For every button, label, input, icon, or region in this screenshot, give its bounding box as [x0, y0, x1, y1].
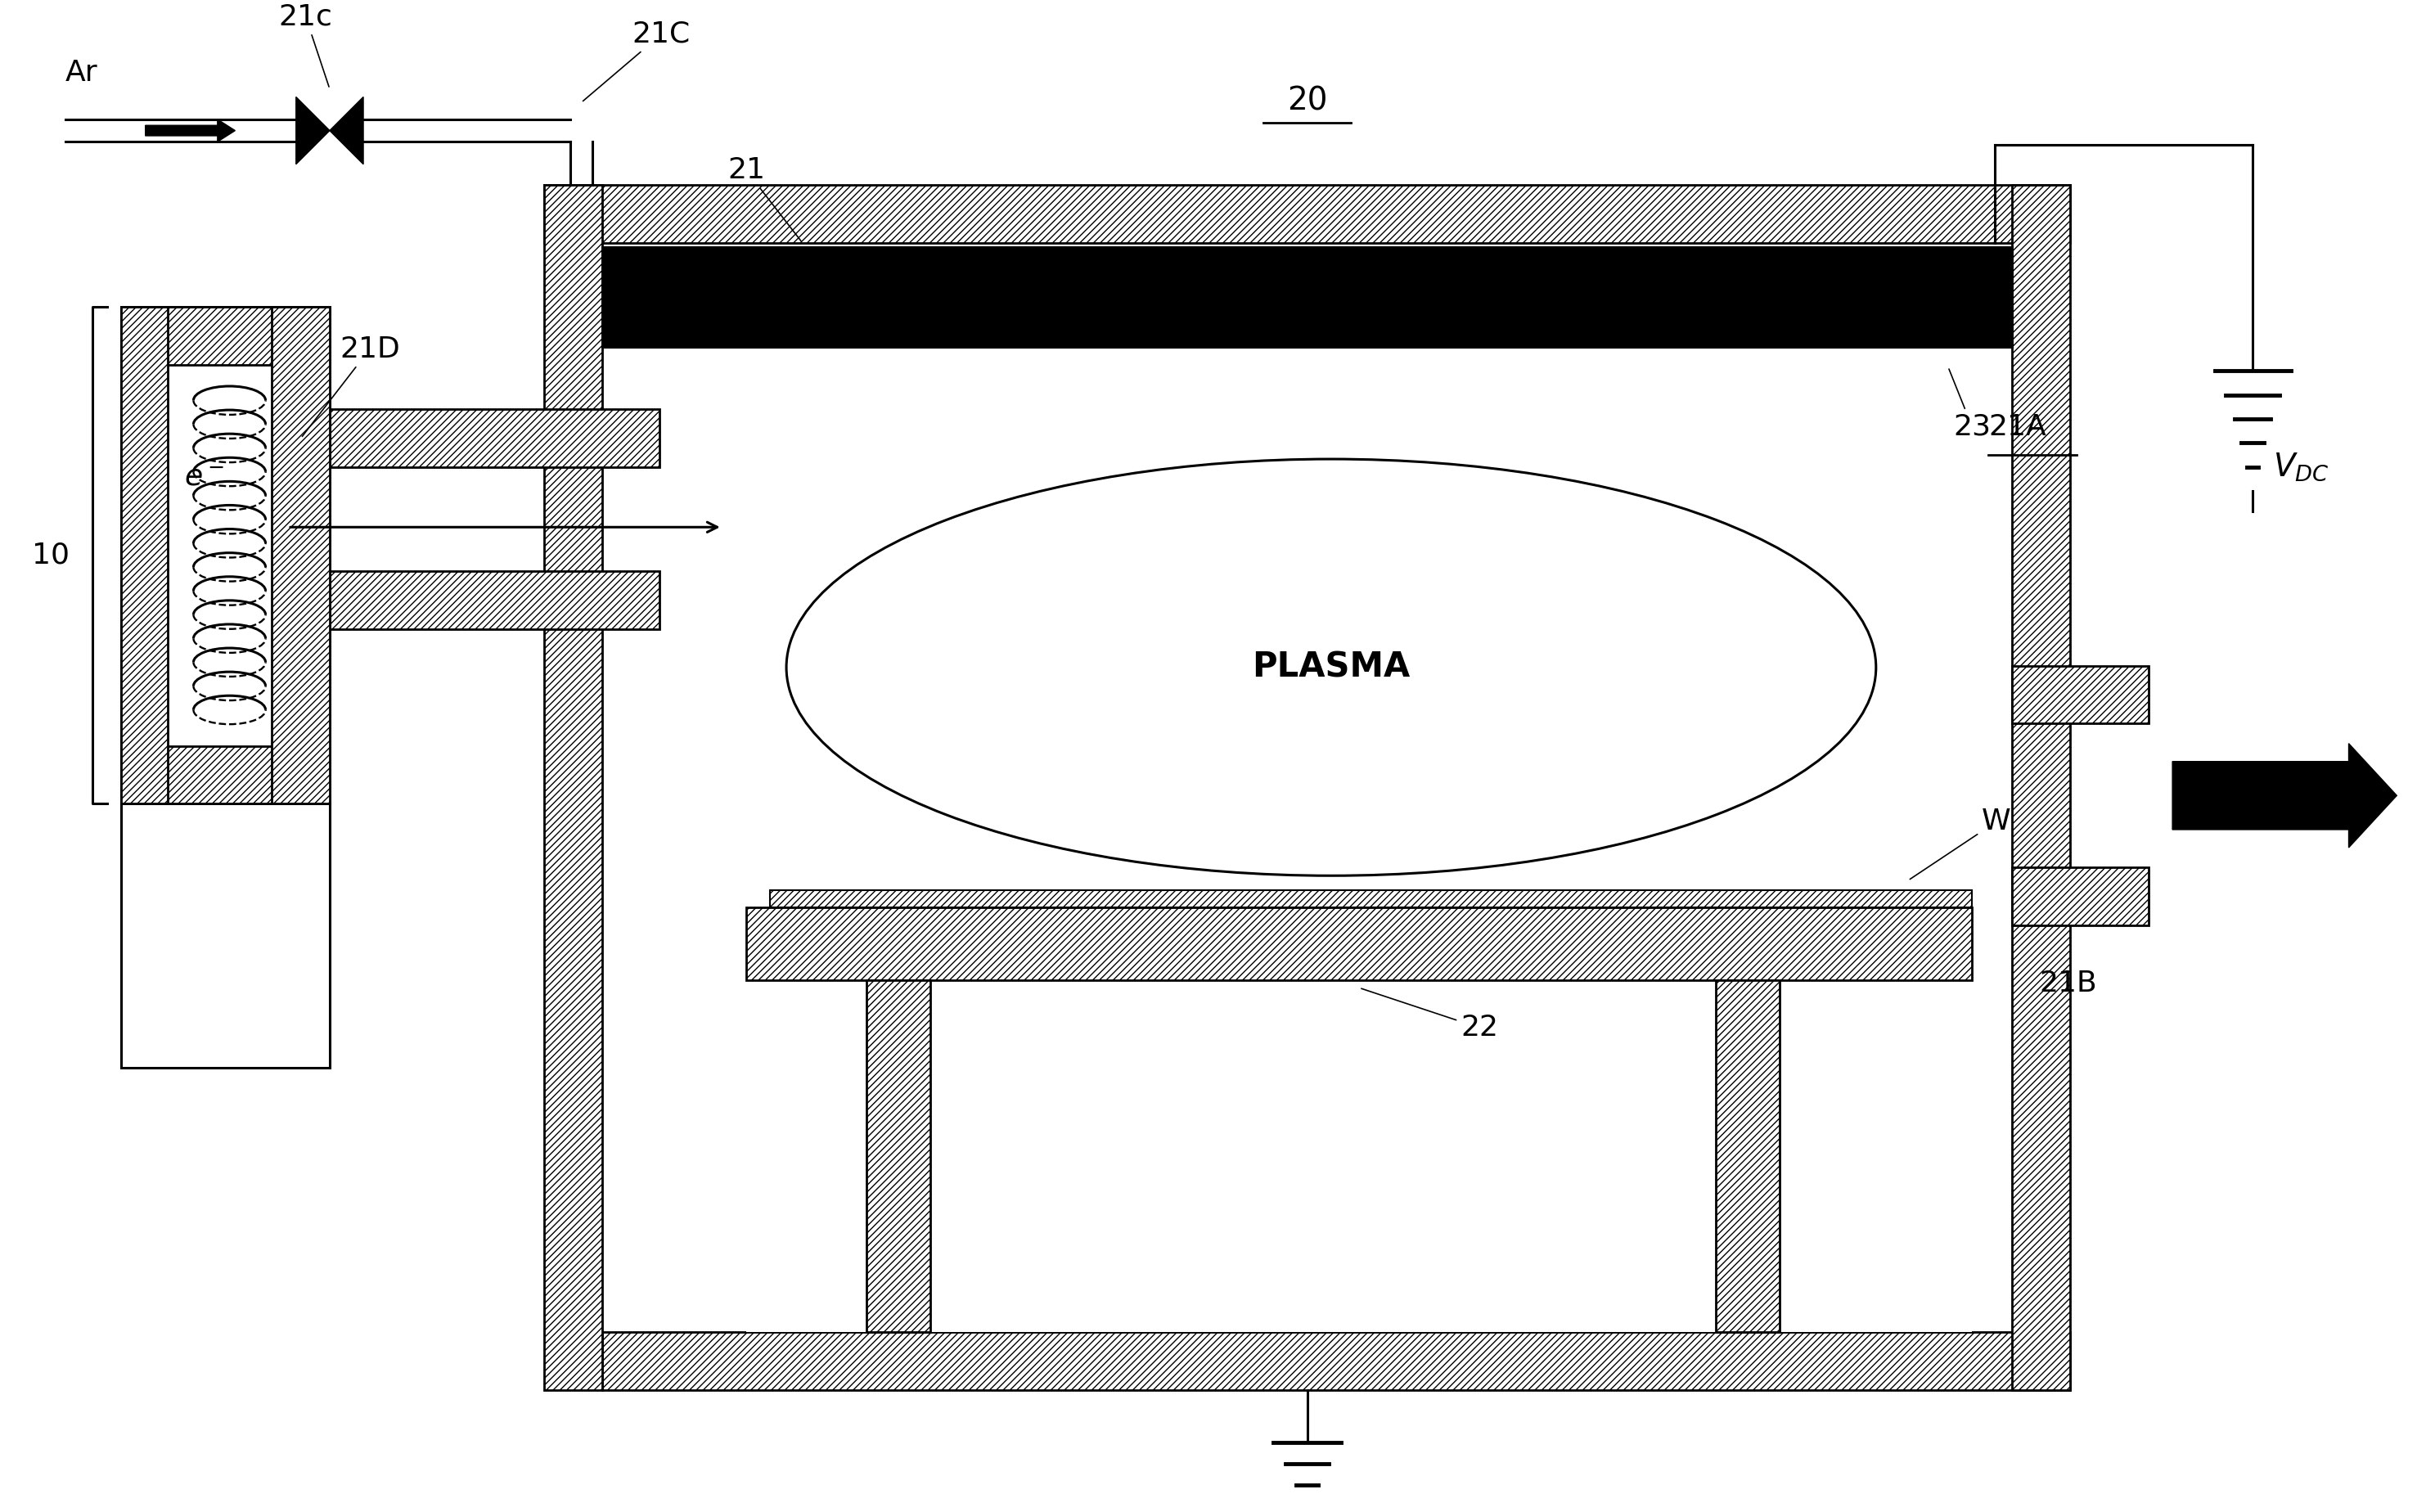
Polygon shape	[296, 97, 330, 165]
Bar	[121, 307, 167, 803]
Bar	[2011, 868, 2149, 925]
Text: 10: 10	[32, 541, 70, 569]
Bar	[2011, 665, 2149, 723]
Text: PLASMA: PLASMA	[1252, 650, 1410, 685]
Text: $V_{DC}$: $V_{DC}$	[2273, 451, 2329, 482]
Bar	[543, 184, 2069, 243]
Bar	[602, 1332, 2069, 1390]
Text: W: W	[1909, 807, 2011, 878]
Bar	[747, 981, 1972, 1332]
Ellipse shape	[786, 460, 1875, 875]
Bar	[747, 907, 1972, 980]
Bar	[121, 307, 330, 803]
Text: Ar: Ar	[66, 59, 97, 86]
Bar	[272, 572, 660, 629]
Bar	[121, 745, 330, 803]
Bar	[1715, 980, 1781, 1332]
Polygon shape	[330, 97, 364, 165]
Bar	[602, 243, 2011, 1332]
Bar	[866, 980, 932, 1332]
FancyArrow shape	[2171, 744, 2397, 848]
Bar	[272, 410, 660, 467]
Text: 20: 20	[1286, 86, 1327, 116]
Bar	[121, 803, 330, 1067]
Bar	[121, 307, 330, 364]
Bar	[771, 891, 1972, 907]
Text: 21C: 21C	[582, 20, 691, 101]
Text: 21: 21	[728, 157, 801, 240]
Bar	[602, 246, 2011, 346]
Bar	[272, 307, 330, 803]
Text: $e^-$: $e^-$	[184, 463, 223, 491]
FancyArrow shape	[146, 119, 235, 142]
Text: 21c: 21c	[279, 3, 332, 86]
Text: 21A: 21A	[1989, 413, 2045, 442]
Bar	[543, 184, 602, 1390]
Text: 22: 22	[1361, 989, 1499, 1042]
Text: 21D: 21D	[303, 336, 400, 437]
Bar	[2011, 184, 2069, 1390]
Text: 21B: 21B	[2040, 969, 2096, 998]
Text: 23: 23	[1948, 369, 1992, 440]
